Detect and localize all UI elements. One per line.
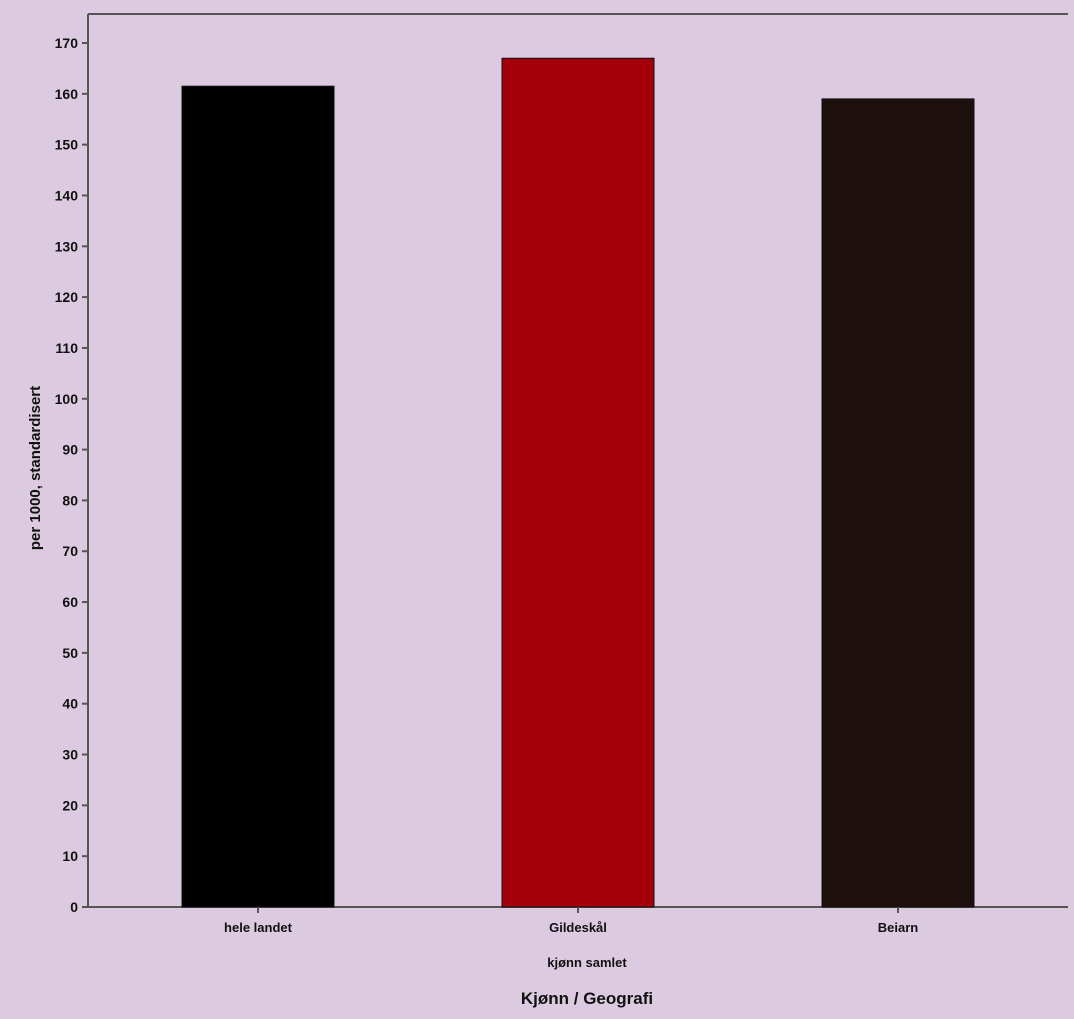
y-tick-label: 110 [55,340,78,356]
y-tick-label: 160 [55,86,79,102]
y-tick-label: 0 [70,899,78,915]
y-tick-label: 10 [62,848,78,864]
x-tick-label: Gildeskål [549,920,607,935]
x-axis-ticks: hele landet Gildeskål Beiarn [224,907,918,935]
y-tick-label: 70 [62,543,78,559]
y-tick-label: 90 [62,442,78,458]
bar [821,98,975,908]
y-tick-label: 100 [55,391,79,407]
y-tick-label: 130 [55,238,79,254]
bar [181,85,335,908]
y-axis-label: per 1000, standardisert [27,386,44,550]
bar [501,57,655,908]
y-tick-label: 120 [55,289,79,305]
y-tick-label: 30 [62,747,78,763]
x-tick-label: hele landet [224,920,293,935]
x-axis-label: Kjønn / Geografi [521,989,653,1008]
x-axis-group-label: kjønn samlet [547,955,627,970]
y-tick-label: 150 [55,137,79,153]
y-tick-label: 170 [55,35,79,51]
y-axis-ticks: 0 10 20 30 40 50 60 70 80 90 100 110 120 130 140 150 160… [55,35,88,915]
y-tick-label: 40 [62,696,78,712]
y-tick-label: 80 [62,492,78,508]
y-tick-label: 50 [62,645,78,661]
y-tick-label: 20 [62,797,78,813]
y-tick-label: 60 [62,594,78,610]
x-tick-label: Beiarn [878,920,919,935]
bars [181,57,975,908]
y-tick-label: 140 [55,187,79,203]
